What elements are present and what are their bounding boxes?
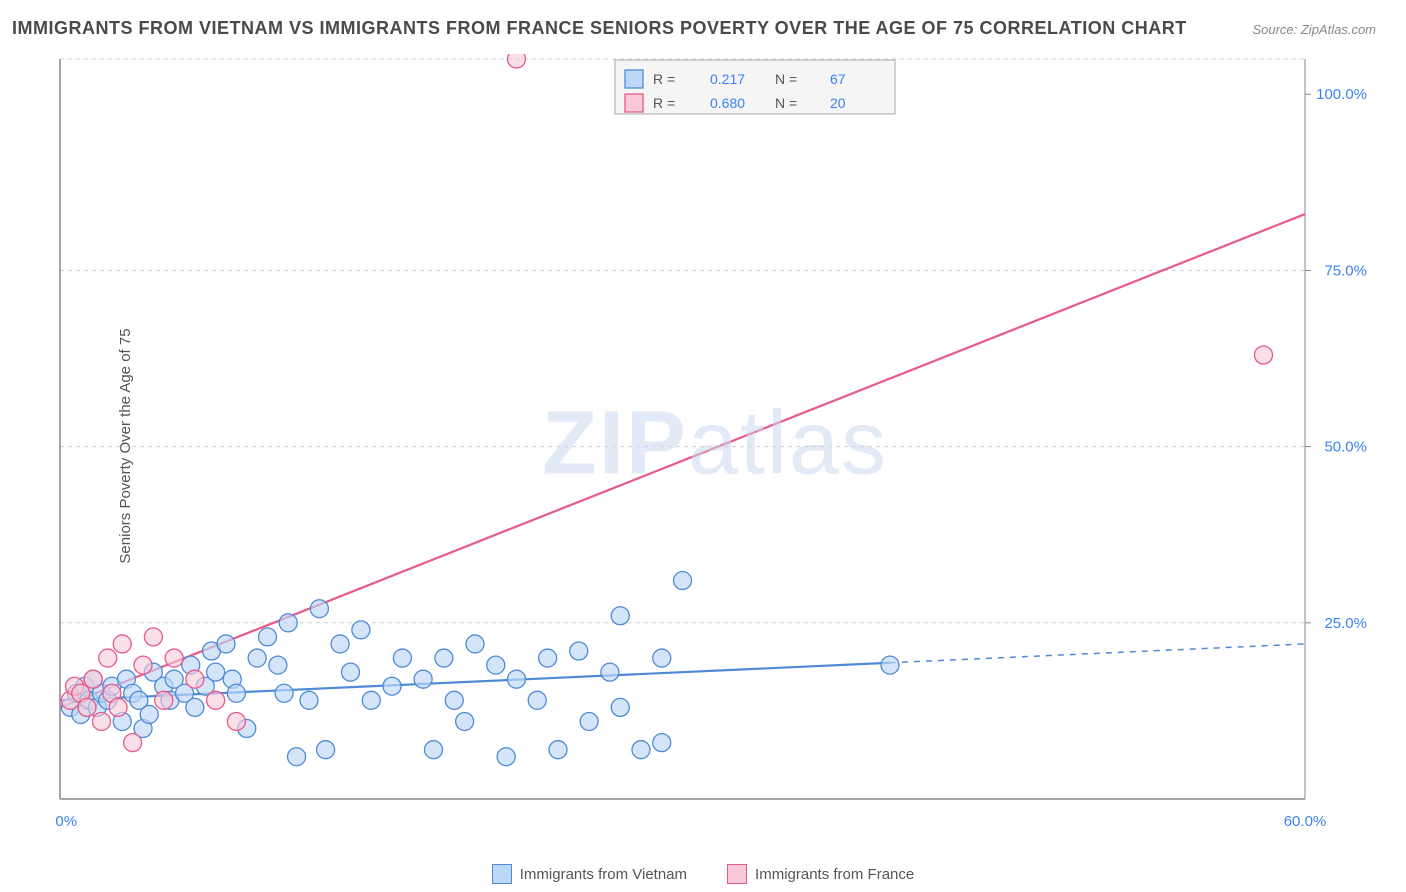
legend-swatch — [727, 864, 747, 884]
bottom-legend: Immigrants from Vietnam Immigrants from … — [0, 864, 1406, 884]
legend-item-france: Immigrants from France — [727, 864, 914, 884]
legend-item-vietnam: Immigrants from Vietnam — [492, 864, 687, 884]
legend-swatch — [492, 864, 512, 884]
svg-text:75.0%: 75.0% — [1324, 262, 1367, 279]
source-attribution: Source: ZipAtlas.com — [1252, 22, 1376, 37]
svg-text:20: 20 — [830, 95, 846, 111]
svg-text:100.0%: 100.0% — [1316, 86, 1367, 103]
svg-text:N =: N = — [775, 71, 797, 87]
svg-text:60.0%: 60.0% — [1284, 813, 1327, 830]
svg-text:67: 67 — [830, 71, 846, 87]
scatter-chart: 25.0% 50.0% 75.0% 100.0% 0.0% 60.0% R = 0.217 N … — [55, 54, 1375, 834]
svg-text:R =: R = — [653, 71, 675, 87]
chart-title: IMMIGRANTS FROM VIETNAM VS IMMIGRANTS FR… — [12, 18, 1187, 39]
svg-text:R =: R = — [653, 95, 675, 111]
legend-label: Immigrants from France — [755, 866, 914, 883]
svg-text:N =: N = — [775, 95, 797, 111]
svg-text:0.217: 0.217 — [710, 71, 745, 87]
legend-label: Immigrants from Vietnam — [520, 866, 687, 883]
svg-text:0.680: 0.680 — [710, 95, 745, 111]
svg-text:0.0%: 0.0% — [55, 813, 77, 830]
svg-text:25.0%: 25.0% — [1324, 615, 1367, 632]
svg-text:50.0%: 50.0% — [1324, 439, 1367, 456]
plot-area: ZIPatlas 25.0%50.0%75.0%100.0%0.0%60.0%R… — [55, 54, 1375, 834]
